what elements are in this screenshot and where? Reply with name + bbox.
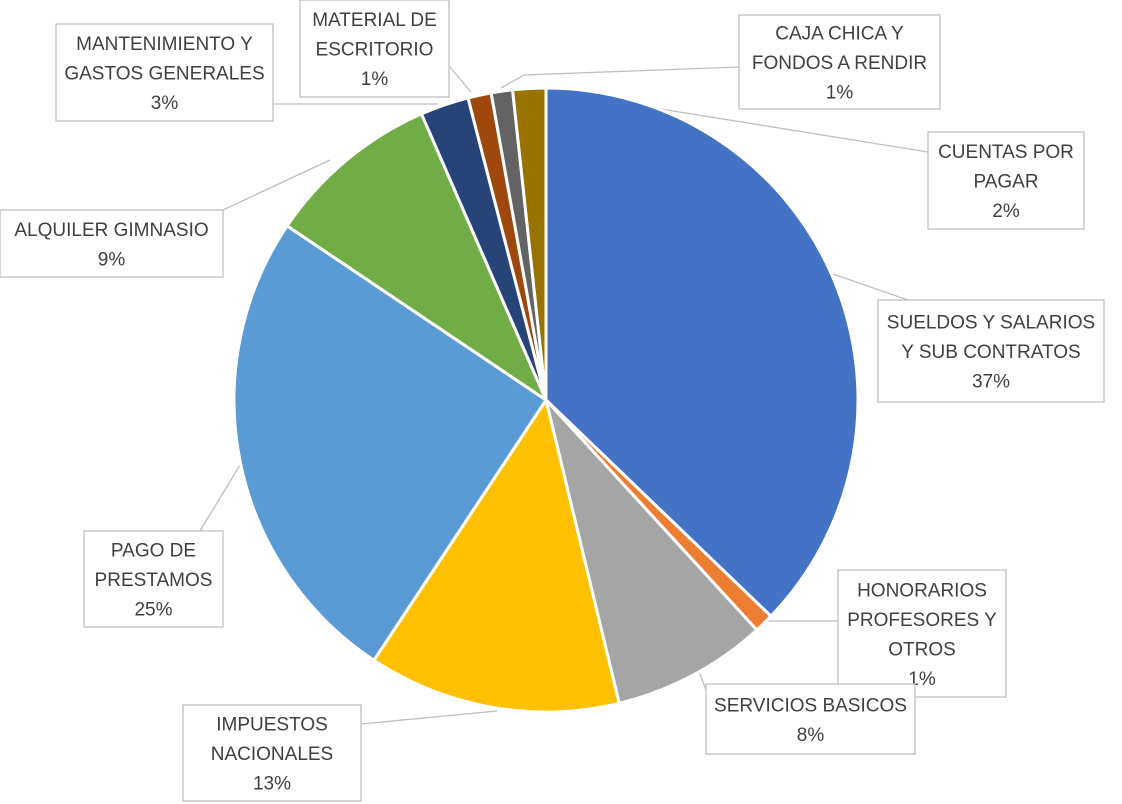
data-label-sueldos-y-salarios-y-sub-contratos: SUELDOS Y SALARIOS Y SUB CONTRATOS 37% — [877, 299, 1105, 403]
category-label: ESCRITORIO — [316, 40, 434, 61]
leader-line-pago-de-prestamos — [199, 464, 241, 532]
leader-line-impuestos-nacionales — [360, 710, 498, 725]
percent-label: 2% — [992, 201, 1020, 222]
category-label: Y SUB CONTRATOS — [901, 342, 1080, 363]
category-label: CAJA CHICA Y — [775, 24, 904, 45]
percent-label: 8% — [797, 725, 825, 746]
category-label: IMPUESTOS — [216, 715, 328, 736]
percent-label: 9% — [98, 249, 126, 270]
slice-alquiler-gimnasio — [285, 111, 550, 405]
label-box — [837, 569, 1007, 698]
category-label: MANTENIMIENTO Y — [76, 34, 253, 55]
category-label: NACIONALES — [211, 744, 333, 765]
percent-label: 13% — [253, 774, 291, 795]
label-box — [738, 14, 941, 110]
slice-servicios-basicos — [544, 398, 759, 706]
pie-slices — [232, 86, 860, 714]
label-box — [55, 23, 274, 122]
category-label: HONORARIOS — [857, 580, 987, 601]
leader-line-sueldos-y-salarios-y-sub-contratos — [832, 273, 909, 301]
data-label-servicios-basicos: SERVICIOS BASICOS 8% — [705, 683, 916, 755]
category-label: ALQUILER GIMNASIO — [14, 220, 208, 241]
data-label-caja-chica-y-fondos-a-rendir: CAJA CHICA Y FONDOS A RENDIR 1% — [738, 14, 941, 110]
category-label: PROFESORES Y — [847, 610, 997, 631]
slice-impuestos-nacionales — [371, 396, 622, 714]
category-label: CUENTAS POR — [938, 142, 1074, 163]
data-label-mantenimiento-y-gastos-generales: MANTENIMIENTO Y GASTOS GENERALES 3% — [55, 23, 274, 122]
label-box — [927, 131, 1085, 230]
leader-line-caja-chica-y-fondos-a-rendir — [500, 66, 740, 89]
category-label: PRESTAMOS — [95, 570, 213, 591]
category-label: PAGAR — [973, 172, 1038, 193]
category-label: SUELDOS Y SALARIOS — [887, 313, 1095, 334]
category-label: MATERIAL DE — [312, 10, 437, 31]
category-label: FONDOS A RENDIR — [752, 53, 927, 74]
category-label: GASTOS GENERALES — [64, 64, 264, 85]
category-label: OTROS — [888, 639, 956, 660]
data-label-alquiler-gimnasio: ALQUILER GIMNASIO 9% — [0, 209, 224, 278]
label-box — [877, 299, 1105, 403]
leader-line-alquiler-gimnasio — [222, 159, 331, 211]
category-label: SERVICIOS BASICOS — [714, 695, 907, 716]
data-label-material-de-escritorio: MATERIAL DE ESCRITORIO 1% — [299, 0, 450, 98]
data-label-cuentas-por-pagar: CUENTAS POR PAGAR 2% — [927, 131, 1085, 230]
label-box — [83, 530, 224, 628]
percent-label: 1% — [361, 69, 389, 90]
slice-cuentas-por-pagar — [510, 86, 548, 401]
label-box — [299, 0, 450, 98]
percent-label: 1% — [826, 83, 854, 104]
leader-line-material-de-escritorio — [448, 65, 472, 93]
slice-sueldos-y-salarios-y-sub-contratos — [544, 86, 860, 619]
data-label-pago-de-prestamos: PAGO DE PRESTAMOS 25% — [83, 530, 224, 628]
slice-pago-de-prestamos — [232, 223, 549, 663]
label-box — [705, 683, 916, 755]
data-label-impuestos-nacionales: IMPUESTOS NACIONALES 13% — [182, 704, 362, 802]
label-box — [182, 704, 362, 802]
percent-label: 25% — [134, 600, 172, 621]
label-box — [0, 209, 224, 278]
percent-label: 37% — [972, 372, 1010, 393]
percent-label: 3% — [151, 93, 179, 114]
category-label: PAGO DE — [111, 541, 196, 562]
